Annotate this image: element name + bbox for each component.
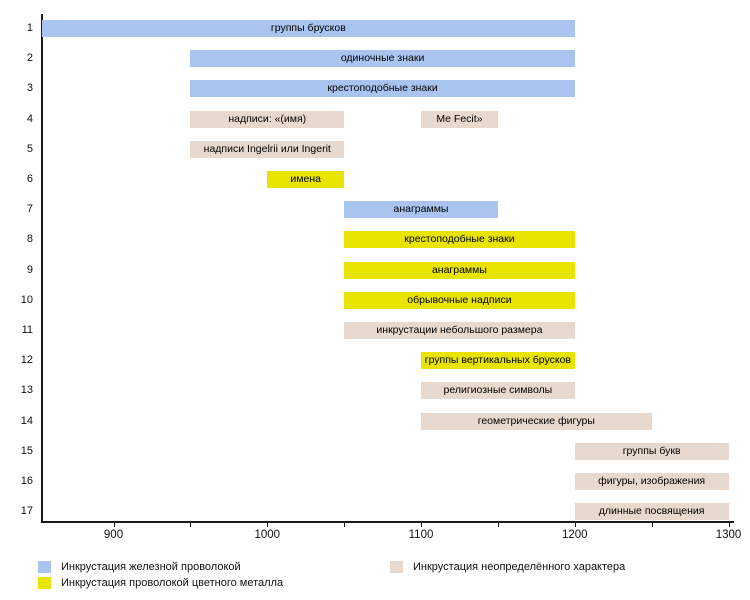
chart-bar-row6: имена bbox=[267, 171, 345, 188]
tick-label-900: 900 bbox=[103, 529, 124, 541]
legend-label-undetermined: Инкрустация неопределённого характера bbox=[413, 561, 626, 573]
row-number-14: 14 bbox=[20, 414, 33, 427]
legend-label-nonferrous-wire: Инкрустация проволокой цветного металла bbox=[61, 577, 284, 589]
x-axis-line bbox=[41, 521, 734, 523]
chart-bar-row5: надписи Ingelrii или Ingerit bbox=[190, 140, 345, 158]
chart-bar-row8: крестоподобные знаки bbox=[344, 231, 575, 249]
chart-bar-row15: группы букв bbox=[574, 442, 729, 460]
legend-item-undetermined: Инкрустация неопределённого характера bbox=[390, 561, 625, 573]
row-number-3: 3 bbox=[26, 82, 33, 95]
chart-bar-row7: анаграммы bbox=[344, 201, 498, 219]
row-number-4: 4 bbox=[26, 112, 33, 125]
minor-tick-1150 bbox=[497, 523, 499, 527]
row-number-15: 15 bbox=[20, 444, 33, 457]
row-number-5: 5 bbox=[26, 142, 33, 155]
chart-bar-row4: Me Fecit» bbox=[421, 110, 498, 128]
row-number-8: 8 bbox=[26, 233, 33, 246]
row-number-17: 17 bbox=[20, 505, 33, 518]
row-number-6: 6 bbox=[26, 173, 33, 185]
row-number-16: 16 bbox=[20, 475, 33, 487]
chart-bar-row13: религиозные символы bbox=[421, 382, 575, 400]
legend-swatch-nonferrous-wire bbox=[38, 577, 51, 589]
major-tick-1200 bbox=[574, 523, 576, 527]
y-axis-line bbox=[41, 14, 43, 523]
tick-label-1200: 1200 bbox=[561, 529, 588, 541]
minor-tick-950 bbox=[190, 523, 192, 527]
chart-bar-row14: геометрические фигуры bbox=[421, 412, 652, 430]
minor-tick-1050 bbox=[344, 523, 346, 527]
major-tick-1100 bbox=[421, 523, 422, 527]
chart-bar-row3: крестоподобные знаки bbox=[190, 80, 575, 98]
legend-swatch-iron-wire bbox=[38, 561, 51, 573]
major-tick-1000 bbox=[267, 523, 269, 527]
row-number-7: 7 bbox=[26, 203, 33, 216]
chart-bar-row10: обрывочные надписи bbox=[344, 291, 575, 309]
chart-bar-row17: длинные посвящения bbox=[574, 503, 729, 521]
row-number-13: 13 bbox=[20, 384, 33, 397]
chart-bar-row12: группы вертикальных брусков bbox=[421, 352, 575, 370]
chart-bar-row16: фигуры, изображения bbox=[574, 473, 729, 490]
major-tick-1300 bbox=[728, 523, 730, 527]
tick-label-1000: 1000 bbox=[254, 529, 281, 541]
legend-swatch-undetermined bbox=[390, 561, 403, 573]
row-number-11: 11 bbox=[21, 324, 33, 336]
row-number-10: 10 bbox=[20, 293, 33, 306]
legend-label-iron-wire: Инкрустация железной проволокой bbox=[61, 561, 241, 573]
row-number-1: 1 bbox=[26, 22, 33, 34]
tick-label-1100: 1100 bbox=[408, 529, 434, 541]
major-tick-900 bbox=[113, 523, 115, 527]
legend-item-iron-wire: Инкрустация железной проволокой bbox=[38, 561, 241, 573]
chart-bar-row4: надписи: «(имя) bbox=[190, 110, 345, 128]
row-number-12: 12 bbox=[20, 354, 33, 367]
tick-label-1300: 1300 bbox=[715, 529, 742, 541]
chart-bar-row9: анаграммы bbox=[344, 261, 575, 279]
legend-item-nonferrous-wire: Инкрустация проволокой цветного металла bbox=[38, 577, 283, 589]
minor-tick-1250 bbox=[651, 523, 653, 527]
chart-bar-row2: одиночные знаки bbox=[190, 50, 575, 68]
row-number-9: 9 bbox=[26, 263, 33, 276]
row-number-2: 2 bbox=[26, 52, 33, 65]
chart-bar-row11: инкрустации небольшого размера bbox=[344, 322, 575, 339]
chart-bar-row1: группы брусков bbox=[42, 20, 575, 37]
